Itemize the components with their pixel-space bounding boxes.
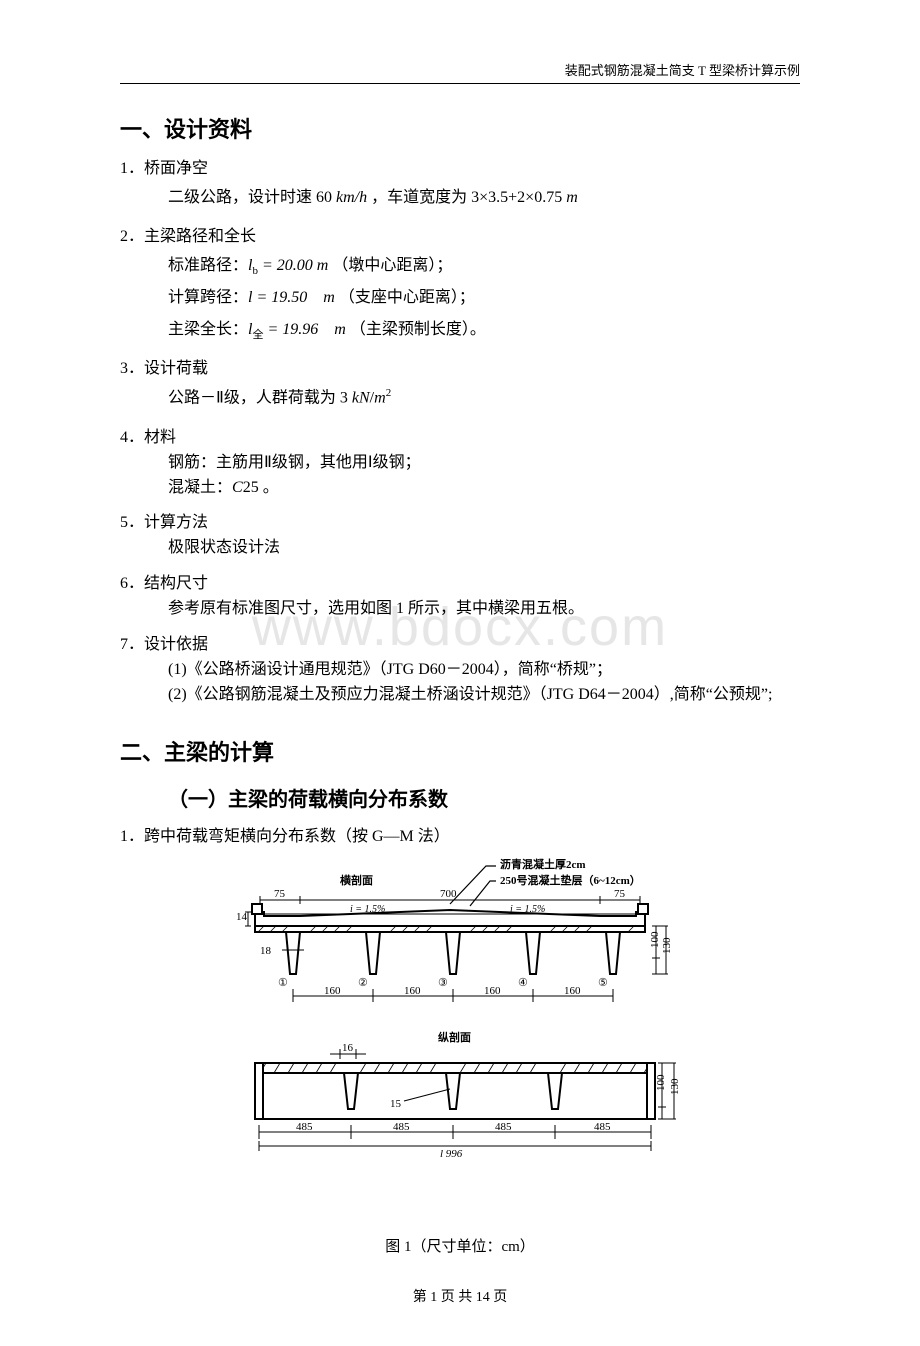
item3-u2: m	[374, 390, 386, 407]
lsp1: 485	[296, 1121, 313, 1133]
item2-l3-pre: 主梁全长：	[168, 321, 248, 338]
cross-title: 横剖面	[340, 873, 373, 887]
long-title: 纵剖面	[438, 1030, 471, 1044]
item7-l2: (2)《公路钢筋混凝土及预应力混凝土桥涵设计规范》（JTG D64－2004）,…	[168, 683, 800, 708]
item2-line3: 主梁全长：l全 = 19.96 m （主梁预制长度）。	[168, 314, 800, 346]
section1-title: 一、设计资料	[120, 112, 800, 144]
dim-75l: 75	[274, 888, 286, 900]
item1-body-pre: 二级公路，设计时速 60	[168, 189, 336, 206]
item2-l2-rest: = 19.50 m	[252, 289, 334, 306]
note1: 沥青混凝土厚2cm	[500, 857, 586, 871]
item2-l1-pre: 标准路径：	[168, 257, 248, 274]
dim-18: 18	[260, 945, 272, 957]
sp4: 160	[564, 985, 581, 997]
item2-l2-pre: 计算跨径：	[168, 289, 248, 306]
sp2: 160	[404, 985, 421, 997]
dim-130-ls: 130	[669, 1078, 681, 1095]
figure-svg: 横剖面 沥青混凝土厚2cm 250号混凝土垫层（6~12cm） 75	[200, 854, 720, 1224]
beam-4: ④	[518, 977, 528, 989]
section2-title: 二、主梁的计算	[120, 735, 800, 767]
item3-sup: 2	[386, 387, 392, 399]
header-rule	[120, 83, 800, 84]
dim-75r: 75	[614, 888, 626, 900]
cross-section-group: 横剖面 沥青混凝土厚2cm 250号混凝土垫层（6~12cm） 75	[236, 857, 673, 1002]
note2: 250号混凝土垫层（6~12cm）	[500, 873, 641, 887]
item7-label: 7．设计依据	[120, 630, 800, 654]
lsp3: 485	[495, 1121, 512, 1133]
lsp4: 485	[594, 1121, 611, 1133]
item7-l1: (1)《公路桥涵设计通甩规范》（JTG D60－2004），简称“桥规”；	[168, 658, 800, 683]
item4-label: 4．材料	[120, 423, 800, 447]
slope-r: i = 1.5%	[510, 904, 545, 915]
dim-700: 700	[440, 888, 457, 900]
item5-body: 极限状态设计法	[168, 536, 800, 561]
item4-l1: 钢筋：主筋用Ⅱ级钢，其他用Ⅰ级钢；	[168, 451, 800, 476]
item1-label: 1．桥面净空	[120, 154, 800, 178]
item2-line2: 计算跨径：l = 19.50 m （支座中心距离）；	[168, 282, 800, 314]
beam-3: ③	[438, 977, 448, 989]
item3-u1: kN	[352, 390, 370, 407]
item3-label: 3．设计荷载	[120, 354, 800, 378]
long-section-group: 纵剖面 16	[255, 1030, 681, 1160]
total-l: l 996	[440, 1148, 463, 1160]
item2-line1: 标准路径：lb = 20.00 m （墩中心距离）；	[168, 250, 800, 282]
lsp2: 485	[393, 1121, 410, 1133]
item3-body: 公路－Ⅱ级，人群荷载为 3 kN/m2	[168, 382, 800, 414]
item4-l2-rest: 25 。	[243, 479, 279, 496]
item1-unit: km/h	[336, 189, 367, 206]
figure-1: 横剖面 沥青混凝土厚2cm 250号混凝土垫层（6~12cm） 75	[120, 854, 800, 1256]
item2-l2-note: （支座中心距离）；	[339, 289, 475, 306]
beam-1: ①	[278, 977, 288, 989]
slope-l: i = 1.5%	[350, 904, 385, 915]
item5-label: 5．计算方法	[120, 508, 800, 532]
dim-16: 16	[342, 1042, 354, 1054]
item2-label: 2．主梁路径和全长	[120, 222, 800, 246]
section2-sub1: （一）主梁的荷载横向分布系数	[168, 783, 800, 812]
item3-pre: 公路－Ⅱ级，人群荷载为 3	[168, 390, 352, 407]
item2-l1-rest: = 20.00 m	[258, 257, 328, 274]
item4-l2-var: C	[232, 479, 243, 496]
item2-l1-note: （墩中心距离）；	[332, 257, 452, 274]
item6-label: 6．结构尺寸	[120, 569, 800, 593]
item2-l3-rest: = 19.96 m	[263, 321, 345, 338]
beam-5: ⑤	[598, 977, 608, 989]
item1-body-post: ，车道宽度为 3×3.5+2×0.75	[367, 189, 566, 206]
dim-100-cs: 100	[649, 931, 661, 948]
page-footer: 第 1 页 共 14 页	[120, 1286, 800, 1306]
item6-body: 参考原有标准图尺寸，选用如图 1 所示，其中横梁用五根。	[168, 597, 800, 622]
dim-130-cs: 130	[661, 937, 673, 954]
item4-l2: 混凝土：C25 。	[168, 476, 800, 501]
item1-unit-m: m	[566, 189, 578, 206]
item2-l3-sub: 全	[252, 329, 263, 341]
beam-2: ②	[358, 977, 368, 989]
doc-header: 装配式钢筋混凝土简支 T 型梁桥计算示例	[120, 60, 800, 83]
item1-body: 二级公路，设计时速 60 km/h ，车道宽度为 3×3.5+2×0.75 m	[168, 182, 800, 214]
dim-100-ls: 100	[655, 1074, 667, 1091]
item2-l3-note: （主梁预制长度）。	[350, 321, 486, 338]
dim-14: 14	[236, 911, 248, 923]
sp3: 160	[484, 985, 501, 997]
dim-15: 15	[390, 1098, 402, 1110]
item4-l2-pre: 混凝土：	[168, 479, 232, 496]
figure-caption: 图 1（尺寸单位：cm）	[120, 1235, 800, 1256]
sp1: 160	[324, 985, 341, 997]
section2-item1: 1．跨中荷载弯矩横向分布系数（按 G—M 法）	[120, 822, 800, 846]
